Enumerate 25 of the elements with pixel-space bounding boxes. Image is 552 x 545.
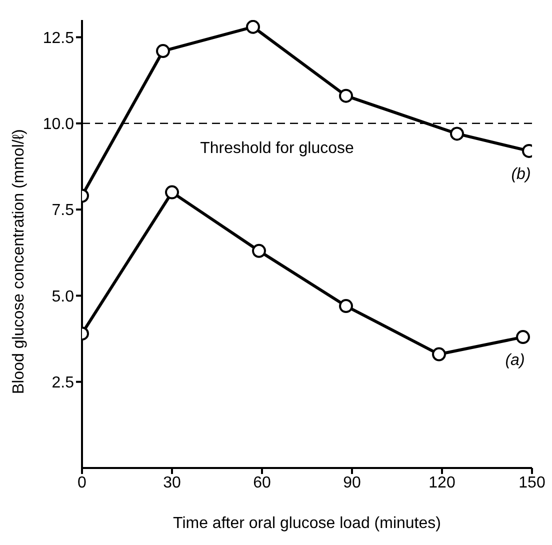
point — [246, 20, 260, 34]
point — [450, 126, 464, 141]
point — [165, 185, 179, 200]
x-tick-label: 150 — [518, 474, 546, 492]
ref-line-label: Threshold for glucose — [200, 140, 354, 158]
y-tick-label: 2.5 — [52, 374, 74, 392]
y-tick-label: 5.0 — [52, 288, 74, 306]
point — [339, 299, 353, 314]
x-tick-label: 60 — [253, 474, 271, 492]
y-tick-label: 7.5 — [52, 202, 74, 220]
point — [252, 244, 266, 258]
x-tick-label: 120 — [428, 474, 456, 492]
x-tick-label: 90 — [343, 474, 361, 492]
point — [432, 347, 446, 362]
point — [156, 44, 170, 58]
x-axis-title: Time after oral glucose load (minutes) — [173, 515, 441, 532]
point — [339, 88, 353, 103]
y-tick-label: 12.5 — [42, 30, 74, 47]
x-tick-label: 0 — [78, 474, 87, 492]
series-label: (a) — [505, 352, 525, 370]
y-tick-label: 10.0 — [42, 116, 74, 134]
y-axis-title: Blood glucose concentration (mmol/ℓ) — [10, 129, 28, 394]
x-tick-label: 30 — [163, 474, 181, 492]
series-label: (b) — [511, 166, 531, 183]
point — [516, 330, 530, 344]
